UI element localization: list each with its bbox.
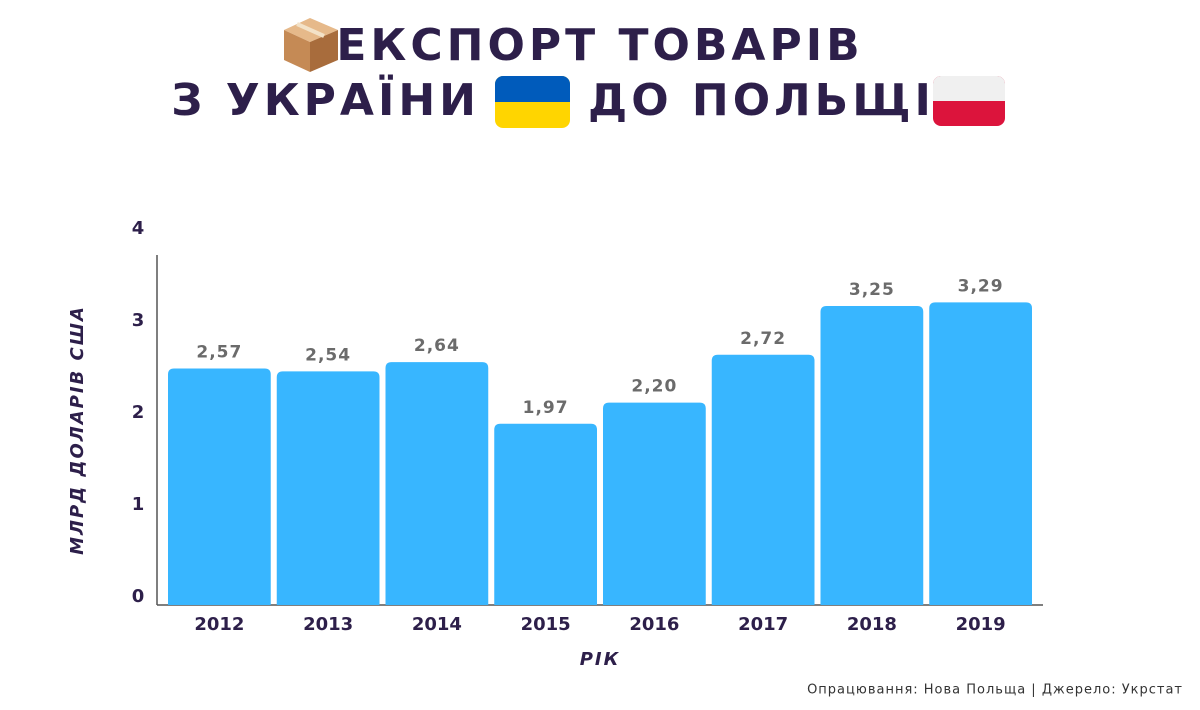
value-label: 2,72 bbox=[740, 329, 786, 349]
bar bbox=[820, 306, 924, 605]
ukraine-flag bbox=[495, 76, 570, 128]
bar bbox=[603, 402, 706, 605]
value-label: 3,29 bbox=[958, 276, 1004, 296]
value-label: 1,97 bbox=[523, 398, 569, 418]
x-axis-label: РІК bbox=[580, 649, 621, 670]
y-tick-label: 1 bbox=[132, 494, 145, 515]
y-tick-label: 2 bbox=[132, 402, 145, 423]
x-tick-label: 2012 bbox=[194, 614, 244, 635]
bar bbox=[929, 302, 1032, 605]
value-label: 3,25 bbox=[849, 280, 895, 300]
title-line: З УКРАЇНИ bbox=[171, 73, 480, 126]
y-tick-label: 3 bbox=[132, 310, 145, 331]
y-axis-label: МЛРД ДОЛАРІВ США bbox=[67, 305, 88, 555]
y-tick-label: 4 bbox=[132, 218, 145, 239]
x-tick-label: 2017 bbox=[738, 614, 788, 635]
box-icon bbox=[284, 18, 338, 72]
title-line: ДО ПОЛЬЩІ bbox=[588, 75, 935, 126]
x-tick-label: 2015 bbox=[521, 614, 571, 635]
bar bbox=[276, 371, 380, 605]
y-tick-label: 0 bbox=[132, 586, 145, 607]
bar bbox=[494, 423, 597, 605]
x-tick-label: 2014 bbox=[412, 614, 462, 635]
bar bbox=[385, 362, 489, 605]
x-tick-label: 2016 bbox=[629, 614, 679, 635]
x-tick-label: 2018 bbox=[847, 614, 897, 635]
source: Опрацювання: Нова Польща | Джерело: Укрс… bbox=[807, 683, 1183, 698]
value-label: 2,54 bbox=[305, 345, 351, 365]
value-label: 2,57 bbox=[196, 343, 242, 363]
bar bbox=[711, 354, 815, 605]
value-label: 2,64 bbox=[414, 336, 460, 356]
value-label: 2,20 bbox=[631, 377, 677, 397]
bar bbox=[168, 368, 271, 605]
x-tick-label: 2013 bbox=[303, 614, 353, 635]
title-line: ЕКСПОРТ ТОВАРІВ bbox=[336, 20, 863, 71]
x-tick-label: 2019 bbox=[956, 614, 1006, 635]
poland-flag bbox=[933, 76, 1005, 126]
